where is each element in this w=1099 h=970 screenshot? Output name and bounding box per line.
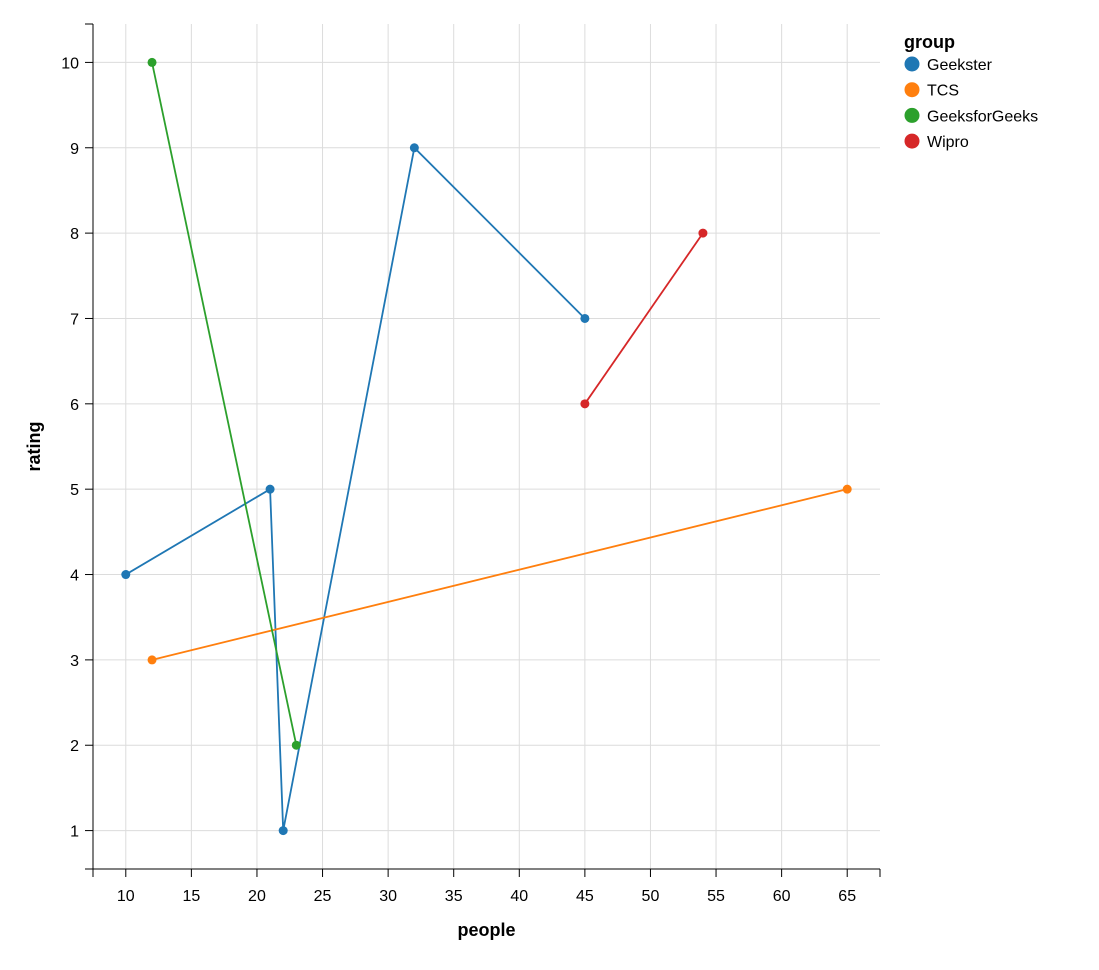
legend-label: GeeksforGeeks: [927, 108, 1038, 125]
data-point-wipro: [698, 228, 708, 238]
y-tick-label: 8: [70, 226, 79, 243]
y-tick-label: 9: [70, 141, 79, 158]
legend-swatch: [904, 82, 920, 98]
x-tick-label: 55: [707, 888, 725, 905]
series-wipro: [580, 228, 708, 409]
legend-title: group: [904, 32, 955, 52]
legend-swatch: [904, 133, 920, 149]
legend-label: TCS: [927, 83, 959, 100]
x-tick-label: 10: [117, 888, 135, 905]
legend: group Geekster TCS GeeksforGeeks Wipro: [904, 32, 1038, 151]
y-tick-label: 3: [70, 653, 79, 670]
data-point-geekster: [409, 143, 419, 153]
y-tick-label: 7: [70, 311, 79, 328]
data-point-geeksforgeeks: [291, 740, 301, 750]
y-tick-label: 4: [70, 568, 79, 585]
legend-swatch: [904, 56, 920, 72]
data-point-geekster: [580, 313, 590, 323]
x-tick-label: 65: [838, 888, 856, 905]
y-tick-label: 1: [70, 824, 79, 841]
x-tick-label: 35: [445, 888, 463, 905]
legend-label: Wipro: [927, 134, 969, 151]
legend-label: Geekster: [927, 57, 993, 74]
x-tick-label: 50: [642, 888, 660, 905]
y-tick-label: 6: [70, 397, 79, 414]
series-line-wipro: [584, 232, 704, 405]
x-tick-label: 40: [510, 888, 528, 905]
y-axis-title: rating: [24, 421, 44, 471]
series-line-geeksforgeeks: [151, 62, 298, 746]
x-tick-label: 15: [182, 888, 200, 905]
data-point-tcs: [842, 484, 852, 494]
series-geeksforgeeks: [147, 57, 301, 750]
series-line-tcs: [151, 488, 848, 661]
x-axis-title: people: [457, 920, 515, 940]
x-tick-label: 45: [576, 888, 594, 905]
x-tick-label: 20: [248, 888, 266, 905]
y-tick-label: 2: [70, 738, 79, 755]
y-tick-label: 10: [61, 55, 79, 72]
data-point-wipro: [580, 399, 590, 409]
series-layer: [121, 57, 852, 836]
y-tick-label: 5: [70, 482, 79, 499]
x-tick-label: 60: [773, 888, 791, 905]
legend-swatch: [904, 107, 920, 123]
x-tick-label: 25: [314, 888, 332, 905]
x-tick-label: 30: [379, 888, 397, 905]
data-point-geekster: [265, 484, 275, 494]
series-tcs: [147, 484, 852, 665]
data-point-geekster: [278, 826, 288, 836]
data-point-geekster: [121, 570, 131, 580]
data-point-geeksforgeeks: [147, 57, 157, 67]
grid: [93, 24, 880, 869]
series-geekster: [121, 143, 590, 836]
data-point-tcs: [147, 655, 157, 665]
